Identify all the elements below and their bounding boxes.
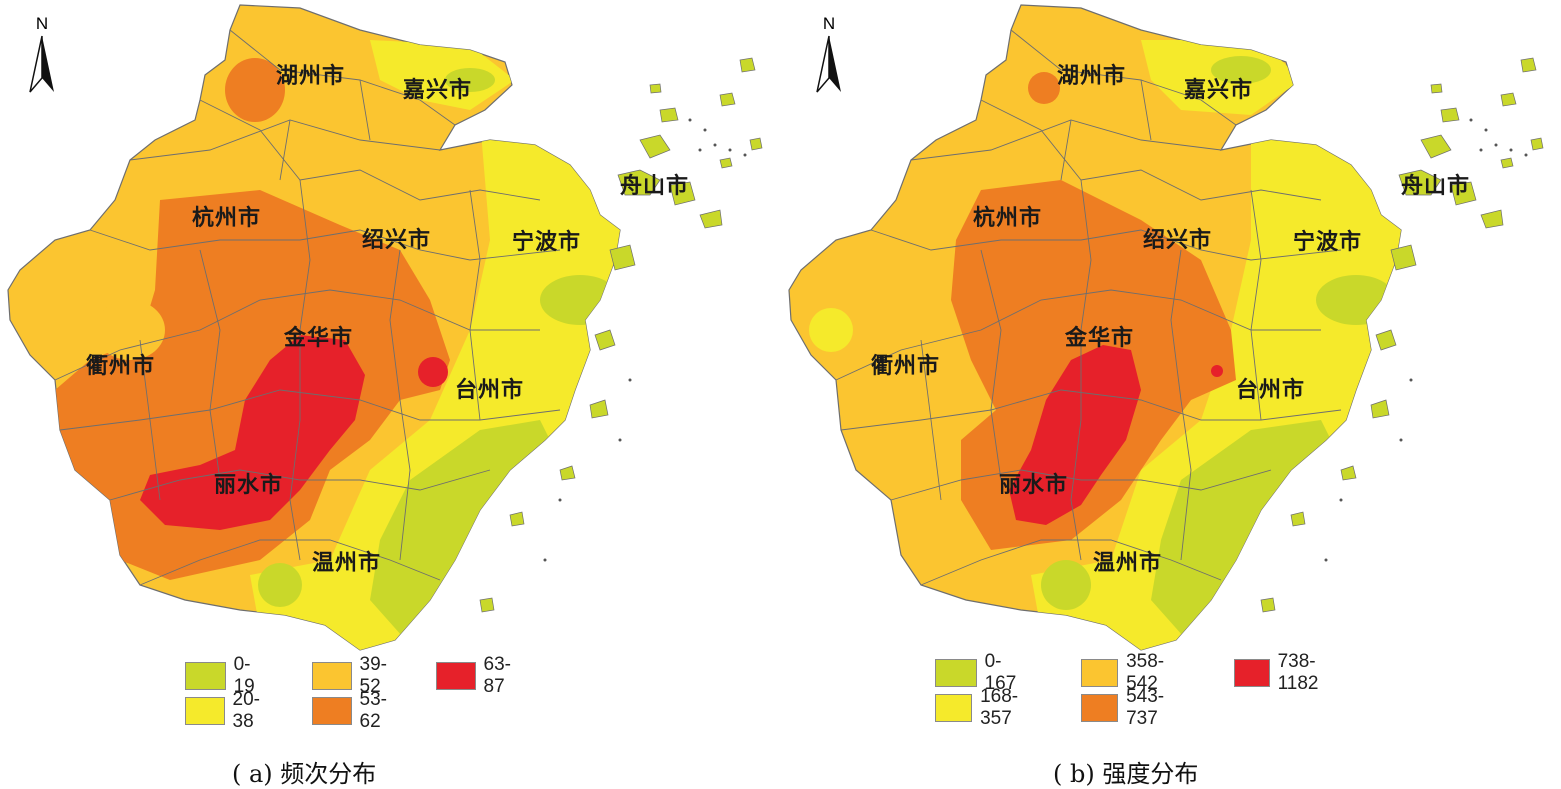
north-arrow: N [24,14,60,100]
north-arrow-icon [29,35,54,93]
legend-item: 168-357 [935,686,1031,730]
city-label-quzhou: 衢州市 [871,353,941,379]
city-label-shaoxing: 绍兴市 [1143,227,1213,253]
legend-swatch [1234,659,1270,687]
legend-item: 39-52 [312,654,397,698]
zone-0-19-jiaxing [445,68,495,92]
city-label-wenzhou: 温州市 [1093,550,1163,576]
legend-swatch [436,662,476,690]
zone-738-1182 [1009,345,1141,525]
legend-item: 0-167 [935,651,1025,695]
legend-swatch [935,659,977,687]
coast-dots [1324,118,1528,562]
intensity-map [788,4,1544,651]
legend-item: 543-737 [1081,686,1177,730]
north-arrow-icon [816,35,841,93]
city-label-taizhou: 台州市 [455,377,525,403]
zone-0-167-jiaxing [1211,56,1271,84]
city-label-taizhou: 台州市 [1236,377,1306,403]
legend-item: 358-542 [1081,651,1177,695]
zone-63-87 [140,335,365,530]
legend-swatch [312,697,352,725]
zone-0-19-ningbo [540,275,620,325]
zone-0-167-ningbo [1316,275,1396,325]
caption: ( a) 频次分布 [232,760,377,788]
coast-dots [543,118,747,562]
map-panel-intensity: N 湖州市 嘉兴市 杭州市 绍兴市 宁波市 舟山市 衢州市 金华市 台州市 丽水… [781,0,1561,788]
map-panel-frequency: N 湖州市 嘉兴市 杭州市 绍兴市 宁波市 舟山市 衢州市 金华市 台州市 丽水… [0,0,780,788]
legend-label: 53-62 [359,689,387,732]
zone-39-52-quzhou [95,300,165,360]
city-label-jiaxing: 嘉兴市 [1184,77,1254,103]
north-arrow: N [811,14,847,100]
city-label-huzhou: 湖州市 [1057,63,1127,89]
city-label-lishui: 丽水市 [214,472,284,498]
legend-swatch [185,697,225,725]
city-label-wenzhou: 温州市 [312,550,382,576]
legend-label: 358-542 [1126,651,1165,694]
caption: ( b) 强度分布 [1053,760,1199,788]
legend-label: 20-38 [232,689,260,732]
legend-label: 738-1182 [1277,651,1319,694]
north-label: N [35,14,49,33]
legend-item: 738-1182 [1234,651,1333,695]
city-label-hangzhou: 杭州市 [973,205,1043,231]
city-label-jiaxing: 嘉兴市 [403,77,473,103]
zone-20-38-north [370,40,515,110]
zone-168-357-quzhou [809,308,853,352]
legend-swatch [935,694,973,722]
north-label: N [822,14,836,33]
legend-label: 168-357 [980,686,1019,729]
county-boundaries [54,29,561,586]
city-label-ningbo: 宁波市 [1293,229,1363,255]
frequency-map [7,4,763,651]
zone-53-62-huzhou [225,58,285,122]
legend-item: 20-38 [185,689,270,733]
legend-item: 0-19 [185,654,264,698]
zone-738-1182-dot [1211,365,1223,377]
legend-item: 53-62 [312,689,397,733]
legend-swatch [1081,694,1119,722]
county-boundaries [835,29,1342,586]
legend-item: 63-87 [436,654,521,698]
city-label-zhoushan: 舟山市 [1401,173,1471,199]
city-label-jinhua: 金华市 [1065,325,1135,351]
legend-swatch [1081,659,1119,687]
zone-0-19-wenzhou [258,563,302,607]
zone-168-357 [1031,120,1401,650]
city-label-jinhua: 金华市 [284,325,354,351]
zone-0-167-wenzhou [1041,560,1091,610]
legend-label: 0-19 [233,654,255,697]
city-label-ningbo: 宁波市 [512,229,582,255]
islands [1260,57,1544,613]
zone-63-87-dot [418,357,448,387]
city-label-huzhou: 湖州市 [276,63,346,89]
city-label-lishui: 丽水市 [999,472,1069,498]
legend-swatch [312,662,352,690]
legend-label: 39-52 [359,654,387,697]
legend-label: 63-87 [483,654,511,697]
city-label-hangzhou: 杭州市 [192,205,262,231]
legend-label: 0-167 [984,651,1017,694]
city-label-quzhou: 衢州市 [86,353,156,379]
legend-label: 543-737 [1126,686,1165,729]
zone-20-38 [250,120,620,650]
city-label-zhoushan: 舟山市 [620,173,690,199]
zone-543-737-huzhou [1028,72,1060,104]
islands [479,57,763,613]
legend-swatch [185,662,226,690]
city-label-shaoxing: 绍兴市 [362,227,432,253]
